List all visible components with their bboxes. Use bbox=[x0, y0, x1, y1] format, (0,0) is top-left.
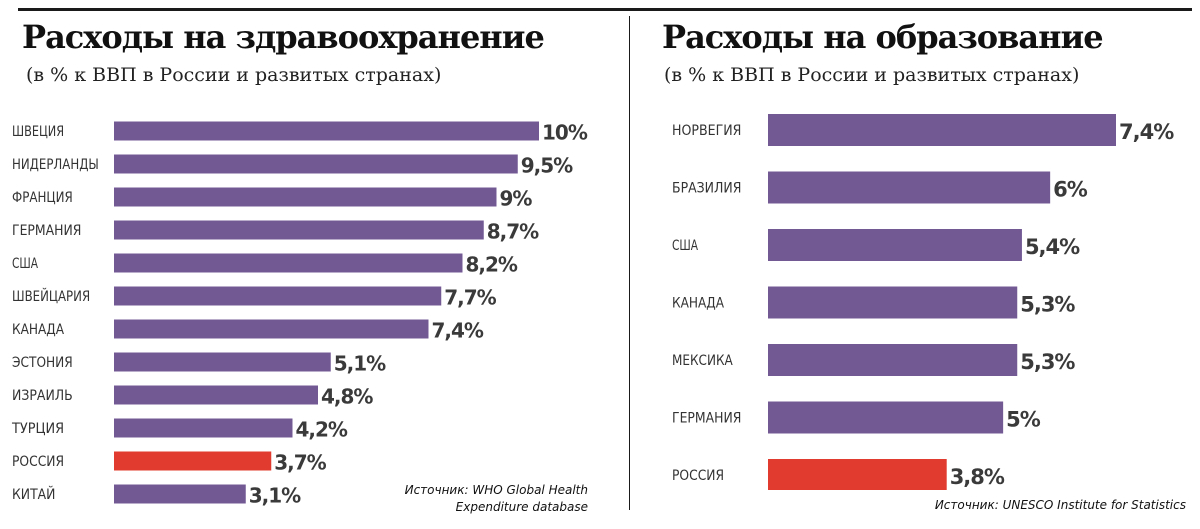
bar bbox=[114, 418, 293, 438]
value-label: 9,5% bbox=[521, 153, 573, 177]
panel-divider bbox=[629, 16, 630, 510]
value-label: 3,8% bbox=[950, 465, 1005, 489]
category-label: НОРВЕГИЯ bbox=[672, 123, 741, 139]
bar bbox=[768, 401, 1004, 434]
category-label: ФРАНЦИЯ bbox=[12, 190, 73, 206]
bar bbox=[768, 229, 1022, 261]
health-bar-chart: ШВЕЦИЯ 10% НИДЕРЛАНДЫ 9,5% ФРАНЦИЯ 9% ГЕРМАНИЯ… bbox=[11, 120, 589, 507]
bar bbox=[114, 187, 497, 207]
value-label: 7,7% bbox=[444, 285, 496, 309]
bar bbox=[114, 286, 442, 306]
category-label: ЭСТОНИЯ bbox=[12, 355, 73, 371]
category-label: МЕКСИКА bbox=[672, 353, 733, 369]
bar bbox=[768, 286, 1018, 319]
health-chart-subtitle: (в % к ВВП в России и развитых странах) bbox=[26, 64, 442, 86]
category-label: США bbox=[12, 256, 38, 272]
value-label: 9% bbox=[500, 186, 533, 210]
value-label: 8,2% bbox=[466, 252, 518, 276]
category-label: ШВЕЦИЯ bbox=[12, 124, 64, 140]
bar bbox=[114, 253, 463, 273]
bar bbox=[114, 385, 318, 405]
value-label: 5,1% bbox=[334, 351, 386, 375]
bar bbox=[114, 121, 539, 141]
value-label: 7,4% bbox=[432, 318, 484, 342]
bar bbox=[114, 484, 246, 504]
value-label: 3,1% bbox=[249, 483, 301, 507]
category-label: КАНАДА bbox=[672, 296, 724, 312]
value-label: 4,8% bbox=[321, 384, 373, 408]
category-label: ШВЕЙЦАРИЯ bbox=[12, 287, 90, 305]
health-chart-title: Расходы на здравоохранение bbox=[22, 18, 545, 56]
category-label: ГЕРМАНИЯ bbox=[12, 223, 81, 239]
value-label: 4,2% bbox=[296, 417, 348, 441]
education-bar-chart: НОРВЕГИЯ 7,4% БРАЗИЛИЯ 6% США 5,4% КАНАДА 5,3% М… bbox=[672, 114, 1175, 490]
bar bbox=[768, 114, 1116, 146]
top-rule bbox=[18, 8, 1192, 11]
health-source: Источник: WHO Global Health Expenditure … bbox=[405, 482, 588, 516]
value-label: 10% bbox=[542, 120, 588, 144]
bar bbox=[114, 220, 484, 240]
bar-highlight bbox=[114, 451, 272, 471]
value-label: 8,7% bbox=[487, 219, 539, 243]
value-label: 5% bbox=[1006, 407, 1041, 431]
education-chart-title: Расходы на образование bbox=[662, 18, 1104, 56]
bar bbox=[768, 344, 1018, 376]
category-label: РОССИЯ bbox=[672, 468, 724, 484]
value-label: 7,4% bbox=[1119, 120, 1174, 144]
value-label: 3,7% bbox=[274, 450, 326, 474]
value-label: 5,3% bbox=[1020, 350, 1075, 374]
value-label: 5,3% bbox=[1020, 292, 1075, 316]
health-source-line2: Expenditure database bbox=[455, 500, 588, 514]
education-source: Источник: UNESCO Institute for Statistic… bbox=[935, 498, 1186, 512]
category-label: ГЕРМАНИЯ bbox=[672, 411, 741, 427]
bar bbox=[114, 154, 518, 174]
bar bbox=[114, 319, 429, 339]
value-label: 6% bbox=[1053, 177, 1088, 201]
bar bbox=[768, 171, 1051, 204]
category-label: ТУРЦИЯ bbox=[11, 421, 64, 437]
category-label: БРАЗИЛИЯ bbox=[672, 181, 741, 197]
category-label: КАНАДА bbox=[12, 322, 64, 338]
category-label: ИЗРАИЛЬ bbox=[12, 388, 73, 404]
value-label: 5,4% bbox=[1025, 235, 1080, 259]
category-label: США bbox=[672, 238, 698, 254]
education-chart-subtitle: (в % к ВВП в России и развитых странах) bbox=[664, 64, 1080, 86]
bar-highlight bbox=[768, 459, 947, 490]
bar bbox=[114, 352, 331, 372]
category-label: РОССИЯ bbox=[12, 454, 64, 470]
category-label: НИДЕРЛАНДЫ bbox=[12, 157, 99, 173]
category-label: КИТАЙ bbox=[12, 485, 55, 503]
education-source-line1: Источник: UNESCO Institute for Statistic… bbox=[934, 498, 1186, 512]
health-source-line1: Источник: WHO Global Health bbox=[404, 483, 588, 497]
